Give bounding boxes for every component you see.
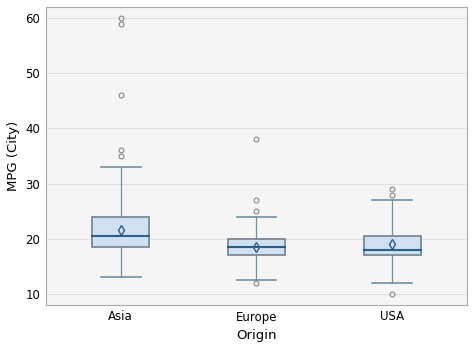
Bar [228,239,285,255]
Bar [364,236,421,255]
Bar [92,217,149,247]
X-axis label: Origin: Origin [236,329,277,342]
Y-axis label: MPG (City): MPG (City) [7,121,20,191]
